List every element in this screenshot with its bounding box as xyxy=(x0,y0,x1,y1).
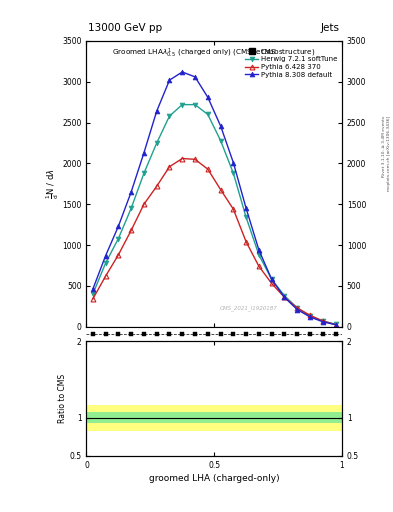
Y-axis label: Ratio to CMS: Ratio to CMS xyxy=(58,374,67,423)
Text: 13000 GeV pp: 13000 GeV pp xyxy=(88,23,163,33)
Text: Groomed LHA$\lambda^1_{0.5}$ (charged only) (CMS jet substructure): Groomed LHA$\lambda^1_{0.5}$ (charged on… xyxy=(112,47,316,60)
Text: Jets: Jets xyxy=(321,23,340,33)
Legend: CMS, Herwig 7.2.1 softTune, Pythia 6.428 370, Pythia 8.308 default: CMS, Herwig 7.2.1 softTune, Pythia 6.428… xyxy=(244,47,338,79)
Text: Rivet 3.1.10, ≥ 3.4M events
mcplots.cern.ch [arXiv:1306.3436]: Rivet 3.1.10, ≥ 3.4M events mcplots.cern… xyxy=(382,116,391,191)
X-axis label: groomed LHA (charged-only): groomed LHA (charged-only) xyxy=(149,474,279,483)
Y-axis label: $\mathrm{\frac{1}{d}N\ /\ d}\lambda$: $\mathrm{\frac{1}{d}N\ /\ d}\lambda$ xyxy=(44,168,61,199)
Text: CMS_2021_I1920187: CMS_2021_I1920187 xyxy=(219,306,277,311)
